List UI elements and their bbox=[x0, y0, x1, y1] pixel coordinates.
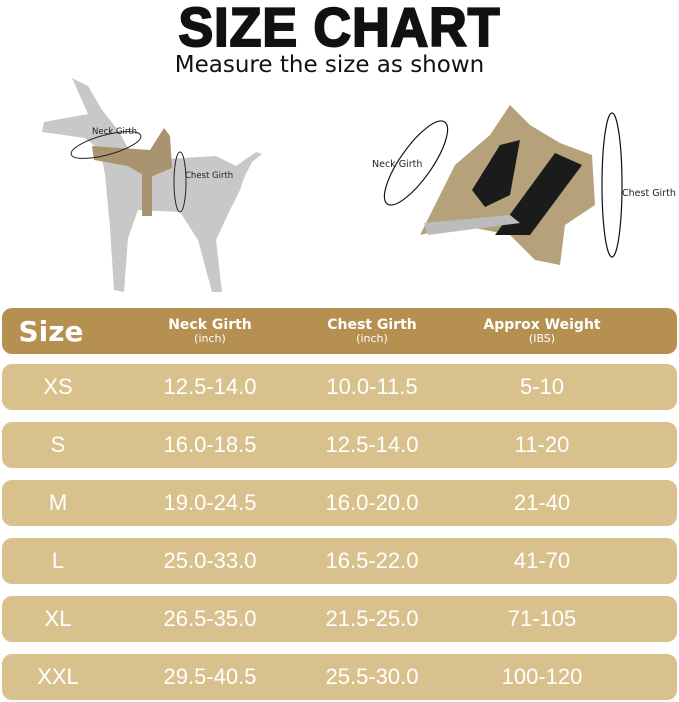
header-unit: (IBS) bbox=[528, 331, 556, 345]
dog-with-harness-illustration: Neck Girth Chest Girth bbox=[42, 78, 262, 292]
chest-girth-cell: 16.0-20.0 bbox=[325, 490, 419, 515]
neck-girth-cell: 16.0-18.5 bbox=[163, 432, 257, 457]
table-header-row: Size Neck Girth (inch) Chest Girth (inch) … bbox=[2, 308, 677, 354]
weight-cell: 41-70 bbox=[513, 548, 571, 573]
harness-neck-girth-label: Neck Girth bbox=[372, 159, 422, 170]
header-label: Neck Girth bbox=[168, 316, 252, 333]
table-row: XXL 29.5-40.5 25.5-30.0 100-120 bbox=[2, 654, 677, 700]
table-row: XL 26.5-35.0 21.5-25.0 71-105 bbox=[2, 596, 677, 642]
chest-girth-cell: 16.5-22.0 bbox=[325, 548, 419, 573]
table-row: M 19.0-24.5 16.0-20.0 21-40 bbox=[2, 480, 677, 526]
size-cell: XL bbox=[44, 606, 72, 631]
harness-strap bbox=[142, 170, 152, 216]
size-cell: XS bbox=[43, 374, 73, 399]
neck-girth-cell: 29.5-40.5 bbox=[163, 664, 257, 689]
chest-girth-cell: 10.0-11.5 bbox=[326, 374, 418, 399]
neck-girth-cell: 12.5-14.0 bbox=[163, 374, 257, 399]
chest-girth-cell: 21.5-25.0 bbox=[325, 606, 419, 631]
dog-chest-girth-label: Chest Girth bbox=[185, 171, 233, 181]
header-approx-weight: Approx Weight (IBS) bbox=[462, 308, 622, 354]
harness-chest-girth-label: Chest Girth bbox=[622, 188, 676, 199]
neck-girth-cell: 25.0-33.0 bbox=[163, 548, 257, 573]
size-cell: XXL bbox=[37, 664, 79, 689]
size-cell: S bbox=[50, 432, 66, 457]
size-cell: L bbox=[51, 548, 65, 573]
weight-cell: 11-20 bbox=[514, 432, 570, 457]
weight-cell: 5-10 bbox=[519, 374, 565, 399]
dog-neck-girth-label: Neck Girth bbox=[92, 127, 137, 137]
size-chart-title: SIZE CHART bbox=[178, 0, 501, 59]
neck-girth-cell: 26.5-35.0 bbox=[163, 606, 257, 631]
subtitle: Measure the size as shown bbox=[174, 52, 485, 78]
weight-cell: 71-105 bbox=[507, 606, 577, 631]
neck-girth-cell: 19.0-24.5 bbox=[163, 490, 257, 515]
header-unit: (inch) bbox=[356, 331, 388, 345]
weight-cell: 21-40 bbox=[513, 490, 571, 515]
table-row: L 25.0-33.0 16.5-22.0 41-70 bbox=[2, 538, 677, 584]
header-chest-girth: Chest Girth (inch) bbox=[312, 308, 432, 354]
harness-illustration: Neck Girth Chest Girth bbox=[372, 105, 676, 265]
weight-cell: 100-120 bbox=[501, 664, 583, 689]
header-unit: (inch) bbox=[194, 331, 226, 345]
chest-girth-cell: 12.5-14.0 bbox=[325, 432, 419, 457]
header-size: Size bbox=[18, 314, 84, 348]
harness bbox=[92, 128, 172, 178]
table-row: XS 12.5-14.0 10.0-11.5 5-10 bbox=[2, 364, 677, 410]
header-label: Approx Weight bbox=[483, 316, 601, 333]
chest-girth-cell: 25.5-30.0 bbox=[325, 664, 419, 689]
header-neck-girth: Neck Girth (inch) bbox=[150, 308, 270, 354]
size-cell: M bbox=[48, 490, 68, 515]
header-label: Chest Girth bbox=[327, 316, 417, 333]
table-row: S 16.0-18.5 12.5-14.0 11-20 bbox=[2, 422, 677, 468]
